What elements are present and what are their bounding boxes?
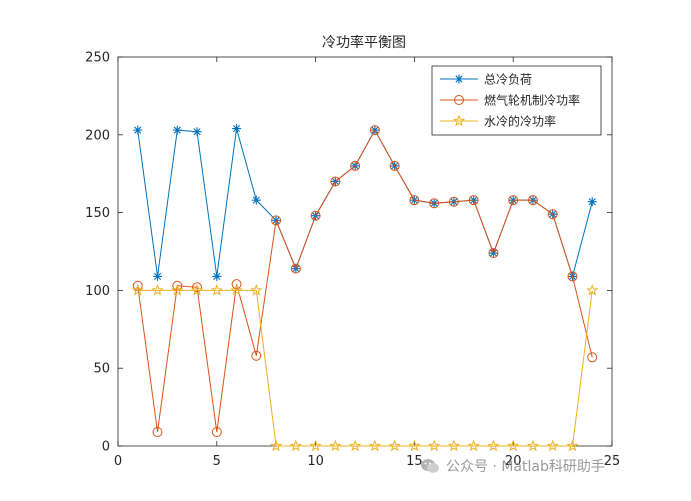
data-point	[454, 95, 464, 105]
data-point	[190, 283, 204, 296]
x-tick-label: 5	[213, 454, 221, 469]
data-point	[133, 125, 143, 135]
y-tick-label: 50	[93, 362, 110, 377]
data-point	[210, 283, 223, 296]
x-tick-label: 15	[406, 454, 423, 469]
data-point	[151, 283, 164, 296]
data-point	[408, 439, 421, 452]
y-tick-label: 150	[85, 206, 110, 221]
data-point	[251, 195, 261, 205]
data-point	[388, 439, 401, 452]
data-point	[454, 74, 464, 84]
data-point	[429, 198, 440, 209]
legend-item: 总冷负荷	[440, 73, 532, 87]
data-point	[152, 426, 163, 437]
data-point	[309, 439, 322, 452]
data-point	[447, 439, 461, 452]
data-point	[452, 114, 466, 127]
data-point	[546, 439, 559, 452]
data-point	[527, 195, 538, 206]
legend-label: 总冷负荷	[484, 73, 532, 87]
data-point	[428, 439, 441, 452]
watermark-text: 公众号 · Matlab科研助手	[446, 459, 605, 475]
series-2	[132, 125, 598, 437]
data-point	[526, 439, 540, 452]
data-point	[271, 215, 282, 226]
data-point	[409, 195, 420, 206]
series-3	[131, 283, 599, 452]
data-point	[230, 283, 243, 296]
data-point	[488, 248, 499, 259]
x-tick-label: 20	[505, 454, 522, 469]
legend-item: 燃气轮机制冷功率	[440, 93, 580, 108]
data-point	[329, 439, 342, 452]
data-point	[547, 209, 558, 220]
y-tick-label: 200	[85, 128, 110, 143]
y-tick-label: 100	[85, 284, 110, 299]
y-tick-label: 0	[102, 440, 110, 455]
data-point	[269, 439, 283, 452]
legend-label: 水冷的冷功率	[484, 114, 556, 129]
data-point	[586, 283, 599, 296]
data-point	[467, 439, 480, 452]
data-point	[231, 279, 242, 290]
data-point	[212, 271, 222, 281]
data-point	[172, 125, 182, 135]
data-point	[468, 195, 479, 206]
data-point	[389, 160, 400, 171]
series-line	[137, 129, 593, 433]
data-point	[290, 263, 301, 274]
watermark: 公众号 · Matlab科研助手	[420, 455, 605, 477]
data-point	[369, 125, 380, 136]
data-point	[153, 271, 163, 281]
data-point	[310, 210, 321, 221]
data-point	[192, 282, 203, 293]
data-point	[448, 196, 459, 207]
data-point	[567, 271, 578, 282]
data-point	[232, 124, 242, 134]
data-point	[192, 127, 202, 137]
data-point	[131, 283, 144, 296]
data-point	[587, 197, 597, 207]
data-point	[289, 439, 302, 452]
data-point	[251, 350, 262, 361]
data-point	[507, 439, 520, 452]
data-point	[330, 176, 341, 187]
x-tick-label: 25	[604, 454, 621, 469]
data-point	[350, 160, 361, 171]
wechat-icon	[421, 459, 439, 473]
data-point	[171, 283, 184, 296]
legend-label: 燃气轮机制冷功率	[484, 93, 580, 108]
x-tick-label: 0	[114, 454, 122, 469]
x-tick-label: 10	[307, 454, 324, 469]
data-point	[487, 439, 500, 452]
data-point	[508, 195, 519, 206]
chart-title: 冷功率平衡图	[322, 34, 406, 51]
data-point	[211, 426, 222, 437]
data-point	[349, 439, 362, 452]
data-point	[250, 283, 263, 296]
data-point	[587, 352, 598, 363]
data-point	[566, 439, 579, 452]
data-point	[368, 439, 381, 452]
y-tick-label: 250	[85, 51, 110, 66]
legend-item: 水冷的冷功率	[440, 114, 556, 129]
